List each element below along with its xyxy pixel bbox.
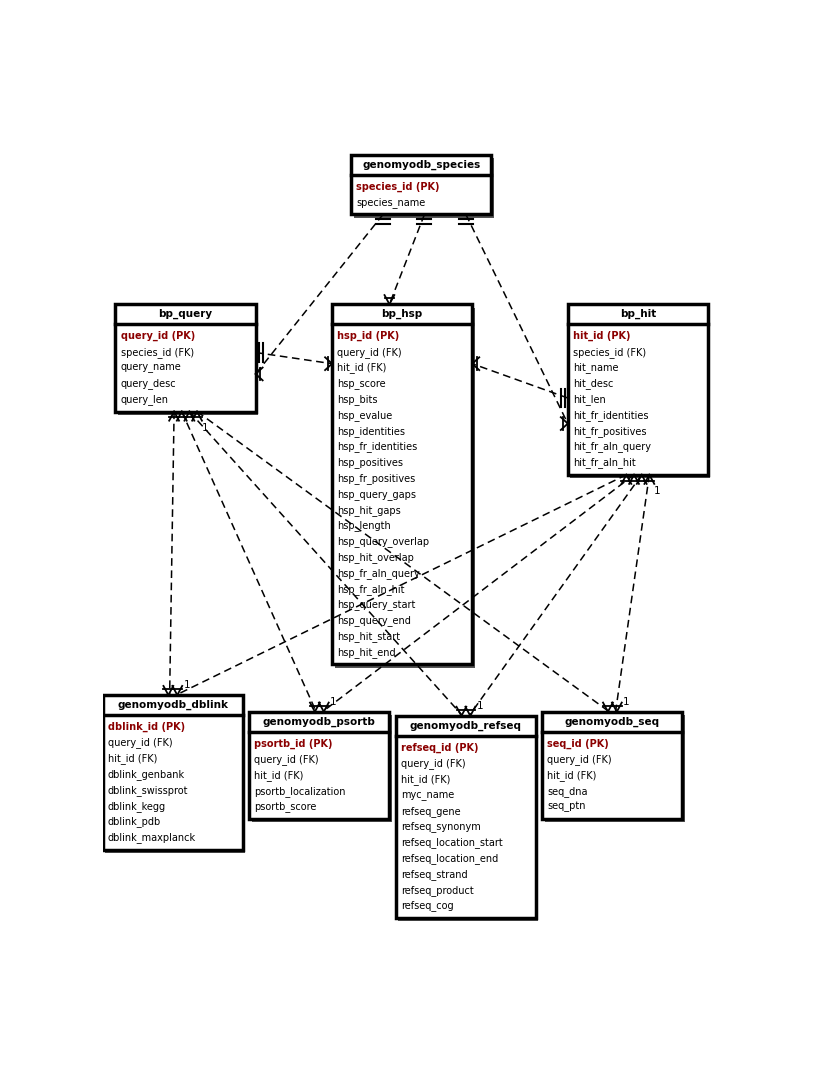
- Text: query_len: query_len: [121, 394, 169, 405]
- Bar: [545, 715, 685, 822]
- Text: hsp_query_overlap: hsp_query_overlap: [337, 536, 429, 548]
- Text: query_id (FK): query_id (FK): [337, 347, 402, 357]
- Text: hit_id (PK): hit_id (PK): [573, 332, 630, 341]
- Text: species_id (PK): species_id (PK): [356, 181, 440, 191]
- Text: psortb_localization: psortb_localization: [254, 785, 346, 797]
- Bar: [332, 305, 472, 664]
- Text: hit_len: hit_len: [573, 394, 606, 405]
- Text: hsp_fr_aln_query: hsp_fr_aln_query: [337, 568, 420, 579]
- Text: dblink_id (PK): dblink_id (PK): [108, 721, 185, 732]
- Text: genomyodb_dblink: genomyodb_dblink: [118, 700, 229, 711]
- Text: query_id (PK): query_id (PK): [121, 332, 195, 341]
- Text: dblink_maxplanck: dblink_maxplanck: [108, 833, 196, 843]
- Text: refseq_id (PK): refseq_id (PK): [401, 743, 478, 753]
- Text: hit_fr_aln_hit: hit_fr_aln_hit: [573, 457, 635, 468]
- Text: myc_name: myc_name: [401, 791, 454, 800]
- Text: dblink_kegg: dblink_kegg: [108, 800, 166, 811]
- Text: hsp_hit_end: hsp_hit_end: [337, 647, 396, 658]
- Bar: [395, 716, 536, 918]
- Text: refseq_synonym: refseq_synonym: [401, 822, 481, 833]
- Text: query_id (FK): query_id (FK): [547, 754, 612, 765]
- Text: hsp_hit_overlap: hsp_hit_overlap: [337, 552, 414, 563]
- Text: hit_fr_identities: hit_fr_identities: [573, 409, 649, 421]
- Bar: [105, 699, 246, 853]
- Text: hit_fr_positives: hit_fr_positives: [573, 426, 646, 436]
- Text: refseq_product: refseq_product: [401, 885, 473, 895]
- Text: query_desc: query_desc: [121, 378, 176, 389]
- Text: hsp_query_gaps: hsp_query_gaps: [337, 489, 416, 500]
- Bar: [353, 158, 494, 218]
- Text: hsp_query_end: hsp_query_end: [337, 616, 411, 626]
- Bar: [568, 305, 708, 475]
- Text: hsp_fr_identities: hsp_fr_identities: [337, 442, 418, 453]
- Bar: [115, 305, 256, 411]
- Text: genomyodb_psortb: genomyodb_psortb: [263, 716, 376, 727]
- Text: hsp_identities: hsp_identities: [337, 426, 405, 436]
- Text: hit_id (FK): hit_id (FK): [108, 753, 157, 765]
- Text: seq_id (PK): seq_id (PK): [547, 739, 609, 748]
- Bar: [399, 719, 538, 921]
- Text: refseq_cog: refseq_cog: [401, 901, 454, 912]
- Text: dblink_swissprot: dblink_swissprot: [108, 785, 188, 796]
- Bar: [252, 715, 392, 822]
- Text: hit_id (FK): hit_id (FK): [401, 774, 450, 785]
- Text: species_name: species_name: [356, 197, 426, 207]
- Text: genomyodb_seq: genomyodb_seq: [565, 716, 660, 727]
- Text: hsp_positives: hsp_positives: [337, 457, 403, 468]
- Text: hit_id (FK): hit_id (FK): [337, 363, 386, 374]
- Text: hsp_query_start: hsp_query_start: [337, 599, 416, 610]
- Text: 1: 1: [201, 423, 208, 433]
- Text: genomyodb_species: genomyodb_species: [363, 160, 480, 170]
- Text: 1: 1: [623, 697, 630, 706]
- Text: species_id (FK): species_id (FK): [573, 347, 646, 357]
- Text: hit_fr_aln_query: hit_fr_aln_query: [573, 442, 651, 453]
- Text: query_id (FK): query_id (FK): [108, 738, 173, 748]
- Text: hit_id (FK): hit_id (FK): [547, 770, 597, 781]
- Bar: [103, 696, 243, 850]
- Text: seq_dna: seq_dna: [547, 785, 588, 797]
- Text: bp_hsp: bp_hsp: [381, 309, 423, 320]
- Bar: [543, 712, 682, 819]
- Text: hsp_id (PK): hsp_id (PK): [337, 332, 399, 341]
- Text: query_id (FK): query_id (FK): [401, 758, 465, 769]
- Text: hsp_score: hsp_score: [337, 378, 386, 389]
- Text: hsp_hit_start: hsp_hit_start: [337, 631, 400, 642]
- Bar: [118, 308, 258, 415]
- Text: species_id (FK): species_id (FK): [121, 347, 194, 357]
- Text: hsp_length: hsp_length: [337, 521, 391, 531]
- Text: 1: 1: [183, 680, 190, 690]
- Text: refseq_gene: refseq_gene: [401, 806, 460, 816]
- Text: dblink_genbank: dblink_genbank: [108, 769, 185, 780]
- Text: bp_hit: bp_hit: [620, 309, 656, 320]
- Text: psortb_score: psortb_score: [254, 801, 316, 812]
- Text: psortb_id (PK): psortb_id (PK): [254, 739, 333, 748]
- Text: genomyodb_refseq: genomyodb_refseq: [410, 720, 522, 731]
- Text: hit_desc: hit_desc: [573, 378, 613, 389]
- Bar: [351, 154, 492, 215]
- Text: hit_name: hit_name: [573, 363, 618, 374]
- Text: hsp_bits: hsp_bits: [337, 394, 377, 405]
- Text: hsp_hit_gaps: hsp_hit_gaps: [337, 504, 401, 515]
- Text: hsp_evalue: hsp_evalue: [337, 409, 392, 421]
- Text: refseq_strand: refseq_strand: [401, 868, 468, 880]
- Text: 1: 1: [477, 701, 483, 711]
- Bar: [335, 308, 475, 667]
- Text: 1: 1: [653, 486, 660, 497]
- Text: hsp_fr_aln_hit: hsp_fr_aln_hit: [337, 583, 404, 594]
- Bar: [570, 308, 710, 478]
- Text: 1: 1: [330, 697, 337, 706]
- Text: seq_ptn: seq_ptn: [547, 801, 586, 812]
- Text: hit_id (FK): hit_id (FK): [254, 770, 304, 781]
- Text: dblink_pdb: dblink_pdb: [108, 816, 161, 827]
- Text: bp_query: bp_query: [159, 309, 213, 320]
- Text: query_id (FK): query_id (FK): [254, 754, 319, 765]
- Text: hsp_fr_positives: hsp_fr_positives: [337, 473, 415, 484]
- Text: refseq_location_start: refseq_location_start: [401, 837, 502, 848]
- Text: refseq_location_end: refseq_location_end: [401, 853, 498, 864]
- Bar: [249, 712, 390, 819]
- Text: query_name: query_name: [121, 363, 182, 373]
